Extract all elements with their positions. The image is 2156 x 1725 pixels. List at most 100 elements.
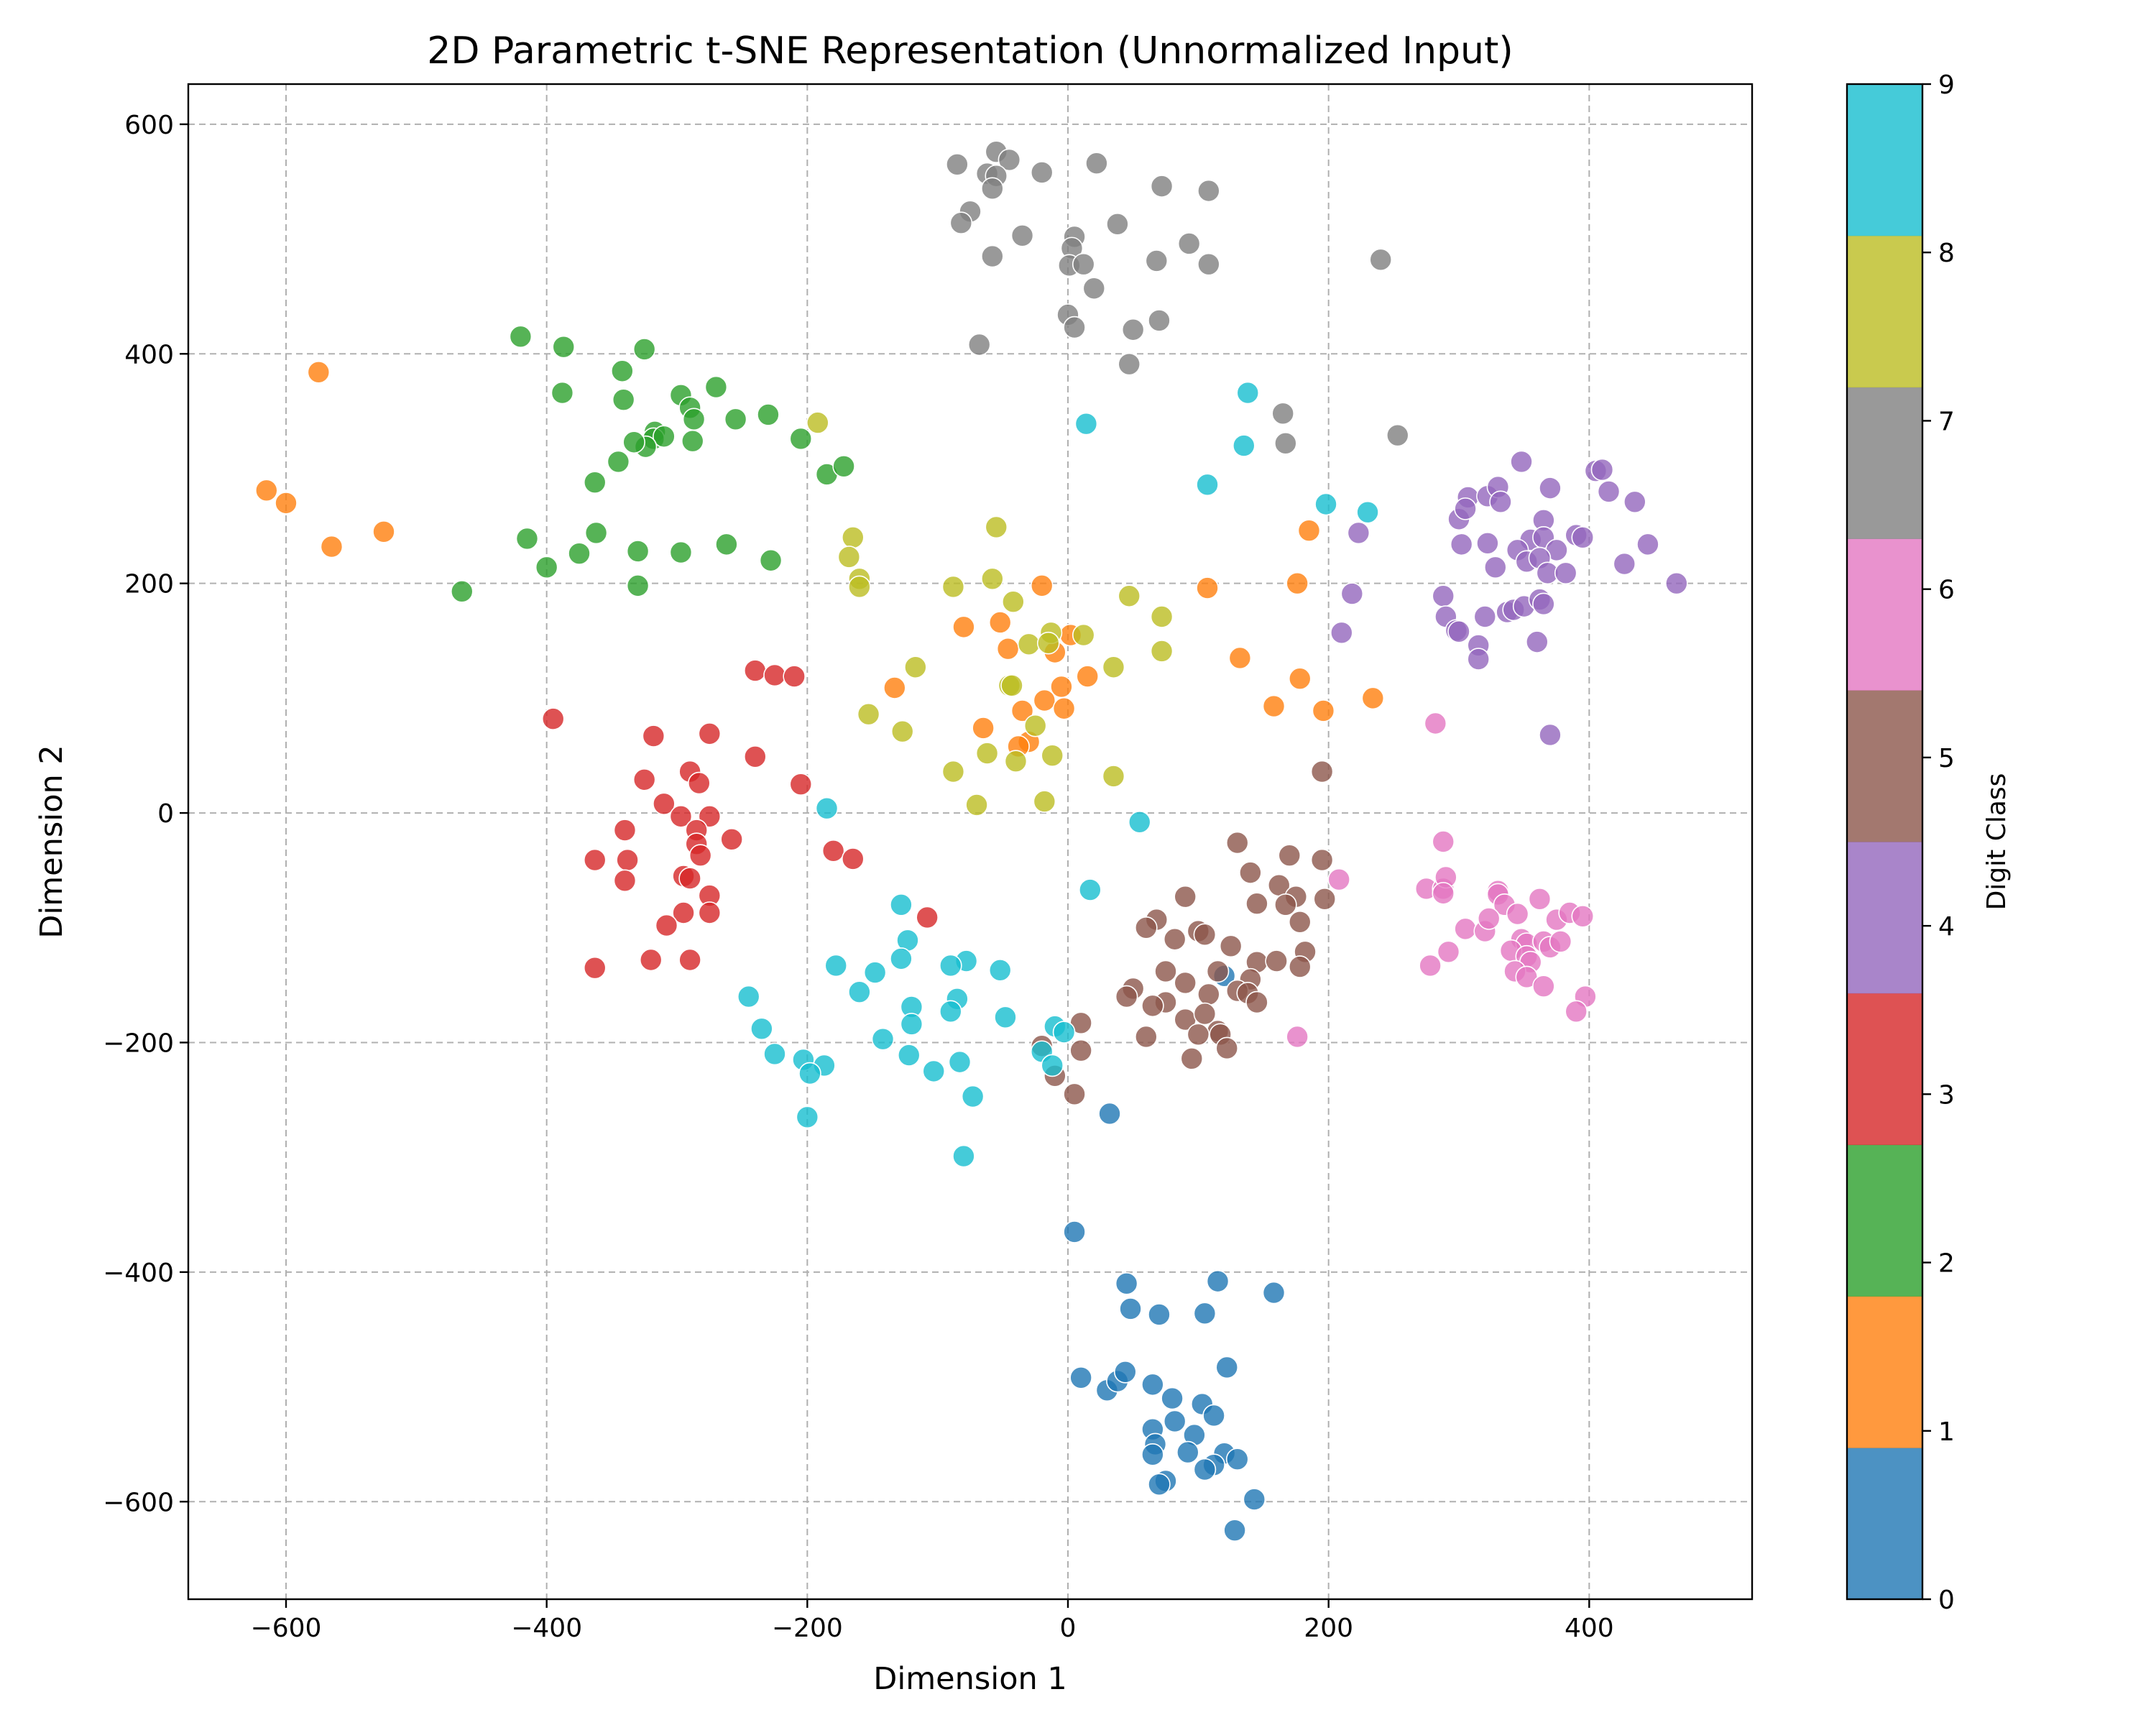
data-point-class-2 bbox=[757, 403, 780, 426]
data-point-class-4 bbox=[1473, 605, 1497, 628]
data-point-class-9 bbox=[1041, 1054, 1064, 1077]
data-point-class-6 bbox=[1424, 712, 1447, 735]
data-point-class-3 bbox=[632, 768, 656, 791]
y-axis-label: Dimension 2 bbox=[34, 745, 70, 939]
data-point-class-9 bbox=[988, 959, 1012, 982]
y-tick-label: −200 bbox=[103, 1029, 174, 1058]
data-point-class-1 bbox=[1262, 694, 1286, 718]
x-tick-label: 0 bbox=[1060, 1614, 1077, 1643]
data-point-class-9 bbox=[1356, 500, 1379, 524]
data-point-class-2 bbox=[715, 533, 738, 556]
data-point-class-9 bbox=[939, 954, 962, 978]
data-point-class-4 bbox=[1571, 526, 1595, 549]
data-point-class-4 bbox=[1483, 556, 1507, 579]
data-point-class-2 bbox=[724, 408, 747, 431]
data-point-class-4 bbox=[1347, 521, 1370, 545]
data-point-class-9 bbox=[1074, 412, 1098, 436]
data-point-class-7 bbox=[998, 148, 1021, 172]
data-point-class-1 bbox=[1033, 689, 1056, 712]
data-point-class-4 bbox=[1539, 723, 1562, 747]
data-point-class-5 bbox=[1310, 760, 1334, 783]
data-point-class-7 bbox=[1274, 432, 1297, 455]
data-point-class-4 bbox=[1623, 490, 1646, 514]
data-point-class-9 bbox=[1196, 473, 1219, 497]
data-point-class-3 bbox=[639, 948, 663, 972]
data-point-class-3 bbox=[783, 665, 806, 688]
colorbar-tick-label: 4 bbox=[1938, 912, 1955, 942]
data-point-class-9 bbox=[952, 1144, 975, 1168]
data-point-class-6 bbox=[1549, 930, 1572, 953]
data-point-class-1 bbox=[1312, 699, 1335, 722]
data-point-class-0 bbox=[1115, 1272, 1138, 1295]
colorbar-frame bbox=[1846, 83, 1924, 1601]
data-point-class-5 bbox=[1193, 1002, 1217, 1026]
data-point-class-7 bbox=[946, 152, 969, 176]
data-point-class-1 bbox=[1361, 686, 1385, 710]
data-point-class-5 bbox=[1239, 861, 1262, 884]
colorbar-tick-label: 1 bbox=[1938, 1417, 1955, 1447]
data-point-class-7 bbox=[1030, 161, 1054, 184]
data-point-class-5 bbox=[1288, 955, 1312, 978]
data-point-class-7 bbox=[1121, 318, 1145, 341]
data-point-class-9 bbox=[750, 1017, 773, 1041]
y-tick-label: 0 bbox=[157, 799, 174, 829]
colorbar-tick-label: 2 bbox=[1938, 1249, 1955, 1279]
data-point-class-6 bbox=[1565, 1000, 1588, 1024]
data-point-class-4 bbox=[1489, 490, 1512, 514]
data-point-class-8 bbox=[857, 702, 880, 726]
colorbar-segments bbox=[1847, 84, 1922, 1600]
colorbar-segment-0 bbox=[1847, 1448, 1922, 1600]
data-point-class-6 bbox=[1437, 940, 1460, 964]
data-point-class-9 bbox=[900, 1013, 923, 1036]
data-point-class-8 bbox=[1033, 790, 1056, 813]
colorbar-segment-3 bbox=[1847, 993, 1922, 1146]
data-point-class-3 bbox=[669, 805, 693, 828]
data-point-class-2 bbox=[681, 429, 704, 453]
colorbar-tick-label: 8 bbox=[1938, 239, 1955, 268]
data-point-class-9 bbox=[798, 1062, 821, 1085]
x-tick-label: 400 bbox=[1565, 1614, 1614, 1643]
data-point-class-9 bbox=[994, 1006, 1017, 1029]
data-point-class-1 bbox=[275, 492, 298, 515]
data-point-class-8 bbox=[941, 760, 965, 783]
data-point-class-8 bbox=[985, 515, 1008, 539]
data-point-class-4 bbox=[1526, 630, 1549, 653]
data-point-class-4 bbox=[1510, 450, 1533, 474]
data-point-class-0 bbox=[1243, 1488, 1266, 1511]
colorbar-segment-6 bbox=[1847, 538, 1922, 691]
data-point-class-7 bbox=[1271, 402, 1294, 426]
data-point-class-9 bbox=[948, 1050, 972, 1074]
data-point-class-5 bbox=[1274, 893, 1297, 916]
data-point-class-0 bbox=[1206, 1269, 1230, 1293]
data-point-class-3 bbox=[583, 848, 607, 872]
data-point-class-6 bbox=[1432, 830, 1455, 853]
data-point-class-4 bbox=[1539, 477, 1562, 500]
data-point-class-2 bbox=[626, 574, 650, 597]
data-point-class-7 bbox=[1118, 352, 1141, 376]
data-point-class-5 bbox=[1288, 910, 1312, 934]
data-point-class-4 bbox=[1636, 533, 1659, 556]
data-point-class-8 bbox=[1118, 584, 1141, 608]
data-point-class-1 bbox=[883, 676, 906, 699]
data-point-class-7 bbox=[1082, 277, 1106, 300]
data-point-class-8 bbox=[965, 794, 988, 816]
data-point-class-9 bbox=[1314, 492, 1337, 516]
data-point-class-1 bbox=[1288, 667, 1312, 691]
data-point-class-0 bbox=[1113, 1361, 1137, 1384]
y-tick-label: 600 bbox=[124, 111, 174, 140]
data-point-class-5 bbox=[1069, 1039, 1092, 1062]
plot-area-frame bbox=[187, 83, 1754, 1601]
data-point-class-2 bbox=[552, 335, 576, 359]
data-point-class-5 bbox=[1310, 848, 1334, 872]
data-point-class-8 bbox=[1150, 640, 1174, 663]
data-point-class-7 bbox=[981, 177, 1004, 201]
data-point-class-6 bbox=[1432, 882, 1455, 905]
data-point-class-0 bbox=[1163, 1409, 1187, 1433]
data-point-class-5 bbox=[1245, 892, 1268, 916]
data-point-class-9 bbox=[1236, 381, 1260, 405]
data-point-class-9 bbox=[1052, 1021, 1076, 1044]
data-point-class-6 bbox=[1532, 975, 1555, 998]
data-point-class-8 bbox=[975, 742, 999, 765]
data-point-class-3 bbox=[613, 869, 637, 893]
colorbar-tick-label: 9 bbox=[1938, 70, 1955, 100]
